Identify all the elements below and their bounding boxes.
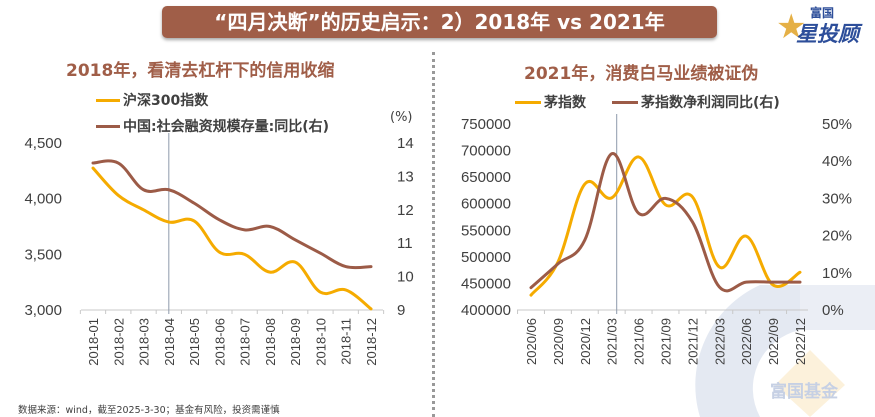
- y2-tick-label: 14: [397, 135, 414, 152]
- legend-label-social-financing: 中国:社会融资规模存量:同比(右): [123, 119, 329, 135]
- y2-tick-label: 13: [397, 168, 414, 185]
- y-tick-label: 550000: [461, 222, 511, 239]
- logo-top-text: 富国: [810, 6, 835, 20]
- y-tick-label: 450000: [461, 275, 511, 292]
- x-tick-label: 2022/12: [793, 318, 808, 365]
- series-line-0: [91, 166, 373, 311]
- y-tick-label: 500000: [461, 249, 511, 266]
- x-tick-label: 2022/09: [766, 318, 781, 365]
- series-line-1: [529, 152, 802, 293]
- x-tick-label: 2022/03: [712, 318, 727, 365]
- x-tick-label: 2018-07: [238, 318, 253, 366]
- y-tick-label: 700000: [461, 143, 511, 160]
- y-tick-label: 4,000: [24, 191, 62, 208]
- watermark-text: 富国基金: [770, 381, 839, 401]
- x-tick-label: 2021/12: [685, 318, 700, 365]
- x-tick-label: 2021/09: [659, 318, 674, 365]
- legend-swatch-csi300: [96, 99, 120, 102]
- legend-swatch-mao-profit: [612, 101, 638, 104]
- right-axis-unit: (%): [390, 110, 413, 125]
- x-tick-label: 2018-11: [339, 318, 354, 365]
- x-tick-label: 2018-09: [288, 318, 303, 366]
- x-tick-label: 2020/09: [551, 318, 566, 365]
- legend-swatch-social-financing: [96, 125, 120, 128]
- y2-tick-label: 20%: [822, 228, 852, 245]
- x-tick-label: 2018-12: [364, 318, 379, 366]
- y-tick-label: 400000: [461, 302, 511, 319]
- brand-logo: ★ 富国 星投顾: [776, 4, 872, 46]
- right-chart-title: 2021年，消费白马业绩被证伪: [524, 64, 759, 84]
- y-tick-label: 4,500: [24, 135, 62, 152]
- legend-label-mao-index: 茅指数: [544, 95, 586, 111]
- y-tick-label: 650000: [461, 169, 511, 186]
- x-tick-label: 2018-04: [162, 318, 177, 366]
- y-tick-label: 3,000: [24, 302, 62, 319]
- logo-bottom-text: 星投顾: [796, 22, 859, 46]
- y2-tick-label: 30%: [822, 190, 852, 207]
- star-icon: ★: [776, 8, 807, 46]
- x-tick-label: 2018-03: [137, 318, 152, 366]
- x-tick-label: 2018-01: [86, 318, 101, 366]
- y2-tick-label: 10%: [822, 265, 852, 282]
- legend-swatch-mao-index: [515, 101, 541, 104]
- x-tick-label: 2018-08: [263, 318, 278, 366]
- y2-tick-label: 50%: [822, 116, 852, 133]
- y2-tick-label: 9: [397, 302, 405, 319]
- page-title: “四月决断”的历史启示：2）2018年 vs 2021年: [162, 6, 717, 38]
- y2-tick-label: 12: [397, 202, 414, 219]
- y2-tick-label: 0%: [822, 302, 844, 319]
- x-tick-label: 2018-05: [187, 318, 202, 366]
- y2-tick-label: 11: [397, 235, 413, 252]
- x-tick-label: 2020/12: [578, 318, 593, 365]
- data-source-note: 数据来源：wind，截至2025-3-30；基金有风险，投资需谨慎: [18, 405, 280, 416]
- x-tick-label: 2021/03: [605, 318, 620, 365]
- x-tick-label: 2022/06: [739, 318, 754, 365]
- y2-tick-label: 10: [397, 269, 414, 286]
- x-tick-label: 2021/06: [632, 318, 647, 365]
- legend-label-mao-profit: 茅指数净利润同比(右): [641, 95, 780, 111]
- x-tick-label: 2018-06: [212, 318, 227, 366]
- series-line-1: [91, 159, 373, 270]
- series-line-0: [529, 155, 802, 297]
- x-tick-label: 2018-02: [111, 318, 126, 366]
- y-tick-label: 750000: [461, 116, 511, 133]
- legend-label-csi300: 沪深300指数: [123, 93, 209, 109]
- x-tick-label: 2020/06: [524, 318, 539, 365]
- x-tick-label: 2018-10: [313, 318, 328, 366]
- y2-tick-label: 40%: [822, 153, 852, 170]
- y-tick-label: 600000: [461, 196, 511, 213]
- panel-divider: [432, 52, 435, 417]
- left-chart-title: 2018年，看清去杠杆下的信用收缩: [66, 61, 335, 81]
- y-tick-label: 3,500: [24, 246, 62, 263]
